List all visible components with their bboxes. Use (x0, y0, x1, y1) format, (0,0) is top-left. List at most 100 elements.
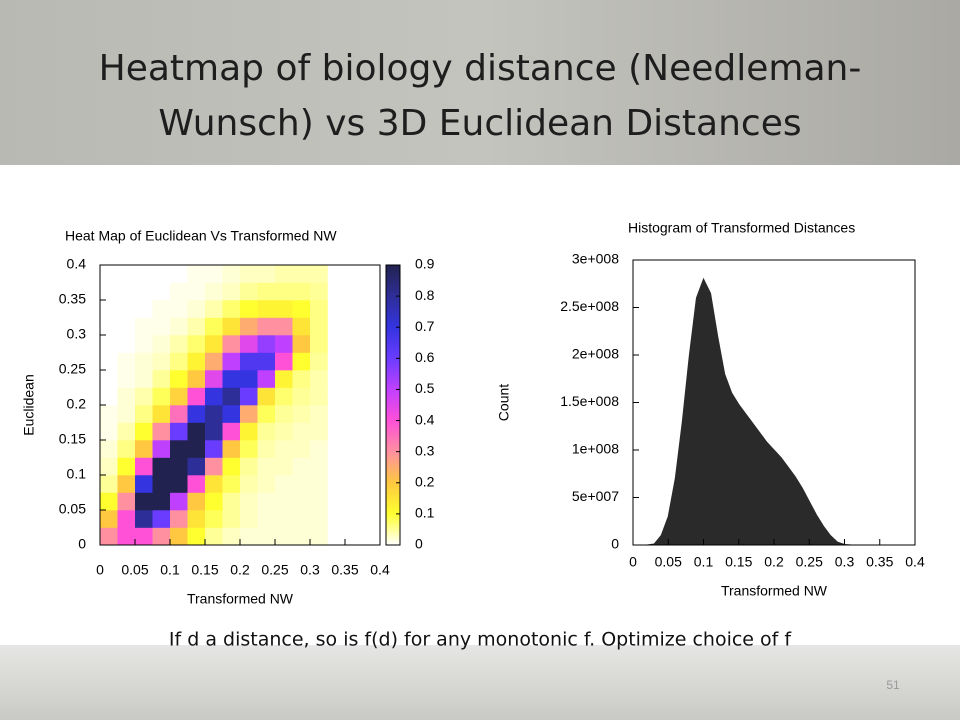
heat-cell (310, 422, 328, 441)
heat-cell (100, 475, 118, 493)
heat-cell (205, 352, 223, 371)
heat-cell (135, 457, 153, 476)
heat-cell (292, 387, 311, 406)
heat-cell (100, 370, 118, 388)
heat-cell (310, 317, 328, 336)
heat-cell (275, 352, 293, 371)
heat-cell (100, 317, 118, 336)
heat-cell (310, 527, 328, 546)
heat-cell (292, 370, 311, 388)
heat-cell (240, 387, 258, 406)
heat-cell (275, 405, 293, 423)
y-tick-label: 0.25 (59, 361, 86, 377)
heat-cell (222, 527, 241, 546)
heat-cell (117, 475, 136, 493)
heat-cell (292, 440, 311, 458)
heat-cell (240, 422, 258, 441)
y-axis-label: Euclidean (21, 374, 37, 436)
heat-cell (292, 492, 311, 511)
heat-cell (100, 300, 118, 318)
heat-cell (135, 352, 153, 371)
heat-cell (222, 440, 241, 458)
heat-cell (257, 282, 276, 301)
heat-cell (310, 440, 328, 458)
y-tick-label: 0.4 (67, 256, 87, 272)
x-tick-label: 0.25 (796, 554, 823, 570)
heat-cell (135, 387, 153, 406)
heat-cell (222, 300, 241, 318)
heat-cell (117, 282, 136, 301)
heat-cell (275, 387, 293, 406)
heat-cell (292, 335, 311, 353)
heat-cell (170, 440, 188, 458)
colorbar-tick-label: 0.6 (415, 349, 435, 365)
x-tick-label: 0.3 (835, 554, 855, 570)
heat-cell (222, 475, 241, 493)
heat-cell (170, 300, 188, 318)
heat-cell (152, 422, 171, 441)
heat-cell (170, 370, 188, 388)
heat-cell (187, 405, 206, 423)
heat-cell (240, 527, 258, 546)
heat-cell (205, 440, 223, 458)
heat-cell (100, 405, 118, 423)
heat-cell (257, 457, 276, 476)
heat-cell (240, 405, 258, 423)
heat-cell (187, 370, 206, 388)
heat-cell (170, 405, 188, 423)
heat-cell (187, 265, 206, 283)
x-axis-label: Transformed NW (187, 591, 294, 607)
heat-cell (205, 510, 223, 528)
y-tick-label: 1.5e+008 (560, 393, 619, 409)
colorbar-tick-label: 0.9 (415, 256, 435, 272)
x-axis-label: Transformed NW (721, 583, 828, 599)
heat-cell (135, 317, 153, 336)
heat-cell (135, 422, 153, 441)
x-tick-label: 0.15 (725, 554, 752, 570)
x-tick-label: 0 (629, 554, 637, 570)
heat-cell (240, 317, 258, 336)
x-tick-label: 0.05 (655, 554, 682, 570)
heat-cell (240, 475, 258, 493)
y-tick-label: 0.35 (59, 291, 86, 307)
heat-cell (135, 440, 153, 458)
heat-cell (292, 282, 311, 301)
heat-cell (205, 300, 223, 318)
heat-cell (135, 282, 153, 301)
heat-cell (117, 510, 136, 528)
heat-cell (240, 300, 258, 318)
heat-cell (292, 510, 311, 528)
heat-cell (152, 510, 171, 528)
heat-cell (257, 352, 276, 371)
caption: If d a distance, so is f(d) for any mono… (169, 629, 792, 651)
heat-cell (152, 317, 171, 336)
heat-cell (205, 317, 223, 336)
heat-cell (170, 335, 188, 353)
heat-cell (170, 317, 188, 336)
heat-cell (310, 352, 328, 371)
heat-cell (117, 352, 136, 371)
heat-cell (310, 510, 328, 528)
heat-cell (205, 387, 223, 406)
heat-cell (100, 387, 118, 406)
heat-cell (170, 265, 188, 283)
y-tick-label: 0 (611, 536, 619, 552)
chart-title: Heat Map of Euclidean Vs Transformed NW (65, 228, 337, 244)
x-tick-label: 0 (96, 562, 104, 578)
heat-cell (257, 317, 276, 336)
heat-cell (257, 440, 276, 458)
heat-cell (117, 387, 136, 406)
y-tick-label: 0.3 (67, 326, 87, 342)
heat-cell (222, 492, 241, 511)
heat-cell (222, 317, 241, 336)
heat-cell (152, 352, 171, 371)
heat-cell (170, 492, 188, 511)
heat-cell (152, 440, 171, 458)
heat-cell (117, 265, 136, 283)
colorbar (385, 264, 401, 546)
heat-cell (240, 440, 258, 458)
heat-cell (117, 440, 136, 458)
colorbar-tick-label: 0.2 (415, 473, 435, 489)
heat-cell (135, 510, 153, 528)
